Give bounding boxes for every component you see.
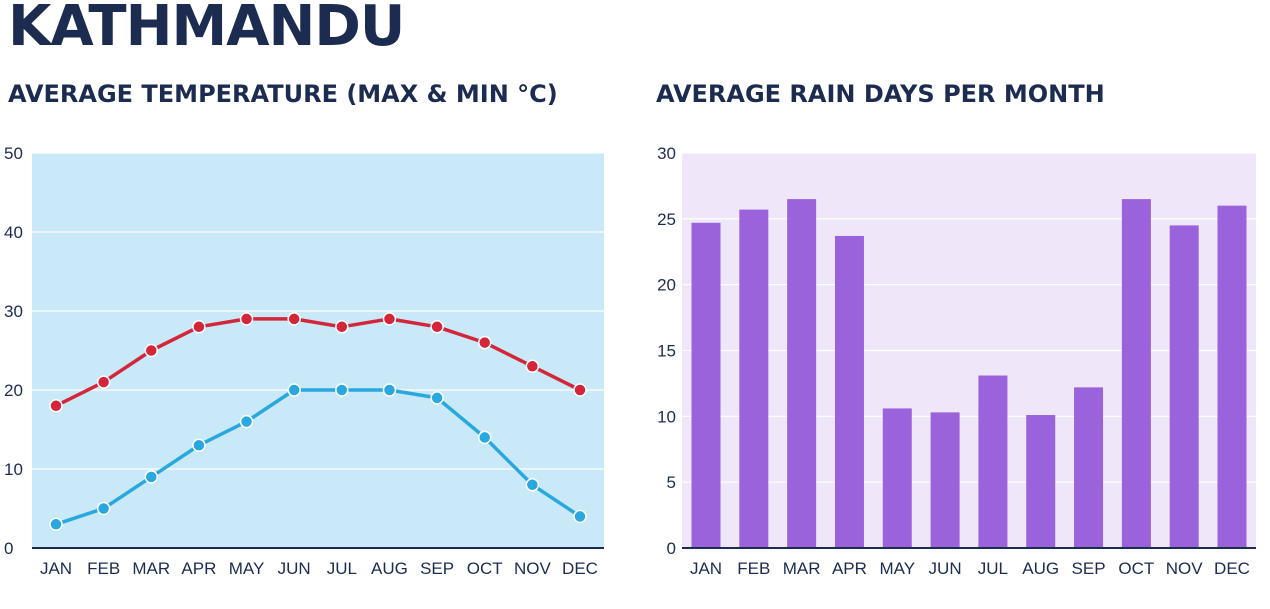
y-tick-label: 10 xyxy=(657,407,676,426)
rain-days-bar xyxy=(691,222,721,549)
rain-days-bar xyxy=(834,235,864,548)
x-tick-label: FEB xyxy=(737,559,770,578)
rain-chart-title: AVERAGE RAIN DAYS PER MONTH xyxy=(656,80,1105,108)
min-temperature-point xyxy=(477,430,492,445)
x-tick-label: DEC xyxy=(562,559,598,578)
min-temperature-point xyxy=(144,470,159,484)
x-tick-label: FEB xyxy=(87,559,120,578)
rain-days-bar xyxy=(882,408,912,548)
y-tick-label: 40 xyxy=(4,223,23,242)
max-temperature-point xyxy=(573,383,587,397)
max-temperature-point xyxy=(382,312,397,326)
plot-background xyxy=(32,153,604,548)
x-tick-label: MAY xyxy=(229,559,265,578)
x-tick-label: JUL xyxy=(978,559,1008,578)
y-tick-label: 30 xyxy=(657,144,676,163)
rain-days-bar xyxy=(1026,415,1056,548)
x-tick-label: AUG xyxy=(371,559,408,578)
y-tick-label: 5 xyxy=(667,473,676,492)
rain-days-bar xyxy=(930,412,960,548)
x-tick-label: JUL xyxy=(327,559,357,578)
x-tick-label: SEP xyxy=(1072,559,1106,578)
x-tick-label: JAN xyxy=(40,559,72,578)
x-tick-label: MAR xyxy=(783,559,821,578)
y-tick-label: 15 xyxy=(657,342,676,361)
rain-days-bar xyxy=(1121,199,1151,549)
min-temperature-point xyxy=(49,517,63,532)
y-tick-label: 20 xyxy=(657,276,676,295)
max-temperature-point xyxy=(287,312,301,326)
rain-days-bar xyxy=(1217,205,1247,548)
rain-days-bar xyxy=(1169,225,1199,548)
max-temperature-point xyxy=(525,359,540,374)
x-tick-label: DEC xyxy=(1214,559,1250,578)
min-temperature-point xyxy=(382,383,397,397)
min-temperature-point xyxy=(239,414,254,429)
x-tick-label: NOV xyxy=(1166,559,1204,578)
max-temperature-point xyxy=(96,375,111,389)
x-tick-label: AUG xyxy=(1022,559,1059,578)
max-temperature-point xyxy=(192,320,206,334)
y-tick-label: 20 xyxy=(4,381,23,400)
rain-days-bar xyxy=(978,375,1008,548)
y-tick-label: 0 xyxy=(4,539,13,558)
temperature-chart-title: AVERAGE TEMPERATURE (MAX & MIN °C) xyxy=(8,80,558,108)
y-tick-label: 30 xyxy=(4,302,23,321)
x-tick-label: MAR xyxy=(132,559,170,578)
y-tick-label: 0 xyxy=(667,539,676,558)
city-title: KATHMANDU xyxy=(8,0,405,59)
x-tick-label: APR xyxy=(832,559,867,578)
x-tick-label: JUN xyxy=(278,559,311,578)
x-tick-label: OCT xyxy=(1118,559,1154,578)
min-temperature-line xyxy=(55,388,581,526)
y-tick-label: 10 xyxy=(4,460,23,479)
min-temperature-point xyxy=(335,383,349,397)
max-temperature-point xyxy=(144,343,159,358)
x-tick-label: APR xyxy=(181,559,216,578)
x-tick-label: MAY xyxy=(879,559,915,578)
rain-days-bar xyxy=(1074,387,1104,548)
min-temperature-point xyxy=(96,501,111,516)
rain-days-chart: 0 5 10 15 20 25 30 JAN FEB MAR APR MAY JUN JUL AUG SEP O… xyxy=(657,144,1256,578)
max-temperature-line xyxy=(55,317,581,408)
x-tick-label: JUN xyxy=(929,559,962,578)
min-temperature-point xyxy=(525,478,540,492)
min-temperature-point xyxy=(430,391,444,405)
min-temperature-point xyxy=(573,509,587,524)
x-tick-label: JAN xyxy=(690,559,722,578)
x-tick-label: OCT xyxy=(467,559,503,578)
rain-days-bar xyxy=(739,209,769,548)
min-temperature-point xyxy=(287,383,301,397)
max-temperature-point xyxy=(49,399,63,413)
x-tick-label: SEP xyxy=(420,559,454,578)
y-tick-label: 50 xyxy=(4,144,23,163)
rain-days-bar xyxy=(787,199,817,549)
min-temperature-point xyxy=(192,438,206,453)
y-tick-label: 25 xyxy=(657,210,676,229)
max-temperature-point xyxy=(239,312,254,326)
max-temperature-point xyxy=(430,320,444,334)
max-temperature-point xyxy=(335,320,349,334)
temperature-chart: 0 10 20 30 40 50 JAN FEB MAR APR MAY JUN JUL AUG SEP OC… xyxy=(4,144,604,578)
max-temperature-point xyxy=(477,335,492,350)
x-tick-label: NOV xyxy=(514,559,552,578)
